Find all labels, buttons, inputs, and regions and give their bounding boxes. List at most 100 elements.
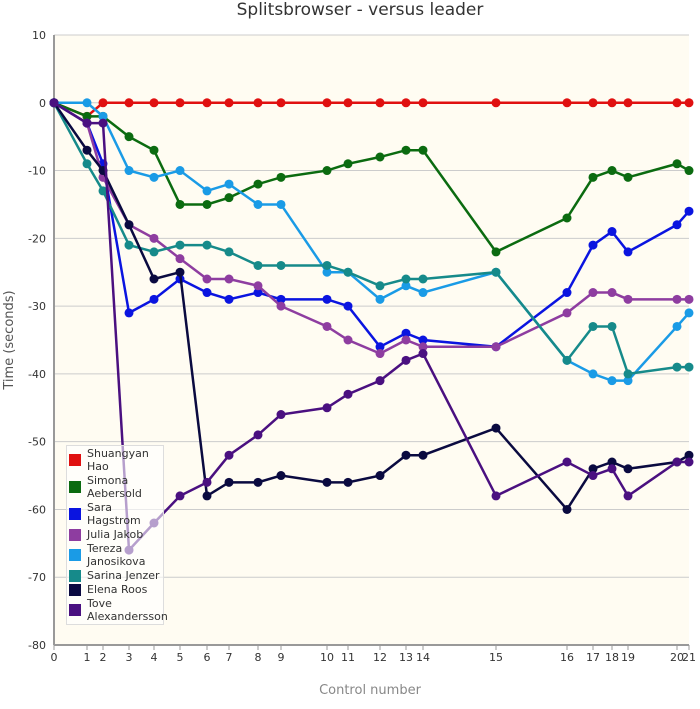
data-point <box>98 118 108 128</box>
data-point <box>562 355 572 365</box>
data-point <box>343 301 353 311</box>
legend-swatch <box>69 454 81 466</box>
data-point <box>343 267 353 277</box>
data-point <box>276 301 286 311</box>
legend-swatch <box>69 569 81 582</box>
data-point <box>322 98 332 108</box>
data-point <box>175 199 185 209</box>
data-point <box>202 186 212 196</box>
data-point <box>401 355 411 365</box>
data-point <box>124 98 134 108</box>
data-point <box>276 199 286 209</box>
x-tick-label: 3 <box>126 651 133 664</box>
data-point <box>224 247 234 257</box>
data-point <box>623 172 633 182</box>
data-point <box>253 430 263 440</box>
data-point <box>672 362 682 372</box>
data-point <box>276 172 286 182</box>
data-point <box>607 321 617 331</box>
data-point <box>253 179 263 189</box>
x-tick-label: 9 <box>278 651 285 664</box>
x-tick-label: 21 <box>682 651 696 664</box>
y-tick-label: -40 <box>28 368 46 381</box>
data-point <box>82 145 92 155</box>
series-line <box>53 101 690 254</box>
data-point <box>672 98 682 108</box>
data-point <box>322 260 332 270</box>
data-point <box>375 471 385 481</box>
data-point <box>562 98 572 108</box>
data-point <box>684 308 694 318</box>
data-point <box>98 111 108 121</box>
data-point <box>375 152 385 162</box>
data-point <box>491 491 501 501</box>
data-point <box>607 98 617 108</box>
data-point <box>253 281 263 291</box>
data-point <box>623 376 633 386</box>
data-point <box>588 172 598 182</box>
y-tick-label: 0 <box>39 97 46 110</box>
data-point <box>418 98 428 108</box>
x-tick-label: 1 <box>84 651 91 664</box>
data-point <box>124 220 134 230</box>
data-point <box>684 206 694 216</box>
data-point <box>607 376 617 386</box>
data-point <box>253 199 263 209</box>
data-point <box>149 247 159 257</box>
x-tick-label: 20 <box>670 651 684 664</box>
data-point <box>684 450 694 460</box>
data-point <box>322 267 332 277</box>
data-point <box>322 403 332 413</box>
data-point <box>562 288 572 298</box>
legend: Shuangyan Hao Simona Aebersold Sara Hagstr… <box>66 445 168 625</box>
y-tick-label: 10 <box>32 29 46 42</box>
data-point <box>684 362 694 372</box>
data-point <box>202 240 212 250</box>
data-point <box>401 335 411 345</box>
y-tick-label: -10 <box>28 165 46 178</box>
data-point <box>491 98 501 108</box>
data-point <box>491 247 501 257</box>
data-point <box>588 288 598 298</box>
x-tick-label: 10 <box>320 651 334 664</box>
data-point <box>684 294 694 304</box>
data-point <box>375 98 385 108</box>
x-tick-label: 14 <box>416 651 430 664</box>
data-point <box>202 274 212 284</box>
legend-item[interactable]: Julia Jakob <box>67 528 163 541</box>
legend-item[interactable]: Tove Alexandersson <box>67 597 168 623</box>
data-point <box>623 294 633 304</box>
data-point <box>149 274 159 284</box>
data-point <box>588 240 598 250</box>
legend-item[interactable]: Shuangyan Hao <box>67 447 163 473</box>
x-tick-label: 12 <box>373 651 387 664</box>
data-point <box>224 193 234 203</box>
data-point <box>202 98 212 108</box>
legend-item[interactable]: Sara Hagstrom <box>67 501 163 527</box>
data-point <box>623 464 633 474</box>
data-point <box>562 213 572 223</box>
data-point <box>343 335 353 345</box>
data-point <box>418 450 428 460</box>
data-point <box>343 389 353 399</box>
legend-item[interactable]: Tereza Janosikova <box>67 542 163 568</box>
data-point <box>124 132 134 142</box>
legend-item[interactable]: Elena Roos <box>67 583 163 596</box>
data-point <box>276 471 286 481</box>
y-tick-label: -20 <box>28 232 46 245</box>
x-tick-label: 17 <box>586 651 600 664</box>
y-axis-label: Time (seconds) <box>2 290 17 390</box>
legend-item[interactable]: Sarina Jenzer <box>67 569 163 582</box>
data-point <box>418 288 428 298</box>
data-point <box>418 335 428 345</box>
legend-item[interactable]: Simona Aebersold <box>67 474 163 500</box>
data-point <box>124 308 134 318</box>
data-point <box>253 477 263 487</box>
data-point <box>588 369 598 379</box>
series-line <box>53 101 689 355</box>
data-point <box>588 471 598 481</box>
legend-label: Simona Aebersold <box>87 474 142 500</box>
data-point <box>224 98 234 108</box>
data-point <box>562 308 572 318</box>
data-point <box>322 294 332 304</box>
